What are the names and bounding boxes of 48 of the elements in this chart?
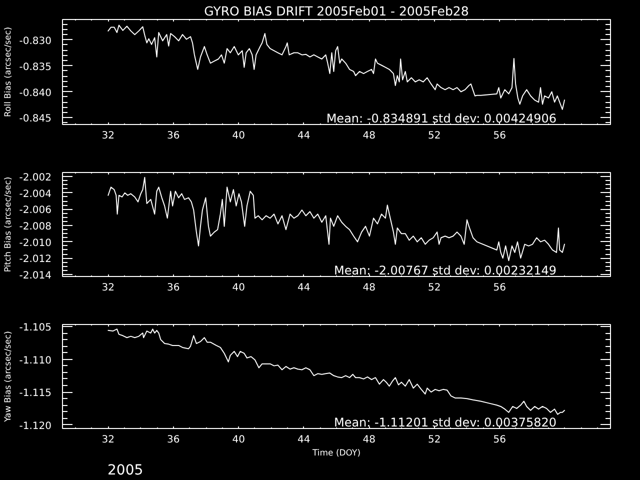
x-tick-label: 52 [428,130,441,142]
y-tick-label: -0.840 [19,88,52,99]
x-tick-label: 44 [298,130,310,142]
x-tick-label: 36 [167,130,180,142]
line-series [108,176,566,262]
y-tick-label: -0.830 [19,36,52,47]
y-tick-label: -2.012 [19,254,52,266]
annotation: Mean: -0.834891 std dev: 0.00424906 [326,112,557,126]
x-axis-title: Time (DOY) [311,448,361,458]
x-tick-label: 32 [102,130,115,142]
y-tick-label: -2.006 [19,205,52,216]
y-tick-label: -1.105 [19,322,52,334]
y-tick-label: -1.120 [19,420,52,432]
x-tick-label: 48 [362,282,376,294]
x-tick-label: 44 [298,434,310,446]
chart-title: GYRO BIAS DRIFT 2005Feb01 - 2005Feb28 [204,4,469,18]
x-tick-label: 44 [298,282,310,294]
y-tick-label: -2.010 [19,238,52,249]
line-series [108,328,566,415]
text: 2005 [108,462,144,478]
x-tick-label: 52 [428,282,441,294]
x-tick-label: 48 [362,434,376,446]
y-axis-title: Roll Bias (arcsec/sec) [3,26,14,118]
x-tick-label: 56 [493,434,506,446]
x-tick-label: 40 [232,434,246,446]
x-tick-label: 36 [167,282,180,294]
y-tick-label: -2.014 [19,270,52,282]
y-axis-title: Pitch Bias (arcsec/sec) [3,176,14,272]
y-tick-label: -1.115 [19,388,52,400]
annotation: Mean: -1.11201 std dev: 0.00375820 [334,416,557,430]
y-tick-label: -2.004 [19,188,52,200]
x-tick-label: 32 [102,282,115,294]
y-tick-label: -1.110 [19,355,52,366]
x-tick-label: 56 [493,282,506,294]
x-tick-label: 48 [362,130,376,142]
y-tick-label: -2.002 [19,172,52,184]
y-tick-label: -0.845 [19,114,52,125]
annotation: Mean: -2.00767 std dev: 0.00232149 [334,264,557,278]
x-tick-label: 32 [102,434,115,446]
y-tick-label: -0.835 [19,62,52,73]
x-tick-label: 40 [232,282,246,294]
y-tick-label: -2.008 [19,222,52,233]
x-tick-label: 36 [167,434,180,446]
x-tick-label: 56 [493,130,506,142]
y-axis-title: Yaw Bias (arcsec/sec) [3,331,14,423]
x-tick-label: 40 [232,130,246,142]
x-tick-label: 52 [428,434,441,446]
line-series [108,24,566,110]
